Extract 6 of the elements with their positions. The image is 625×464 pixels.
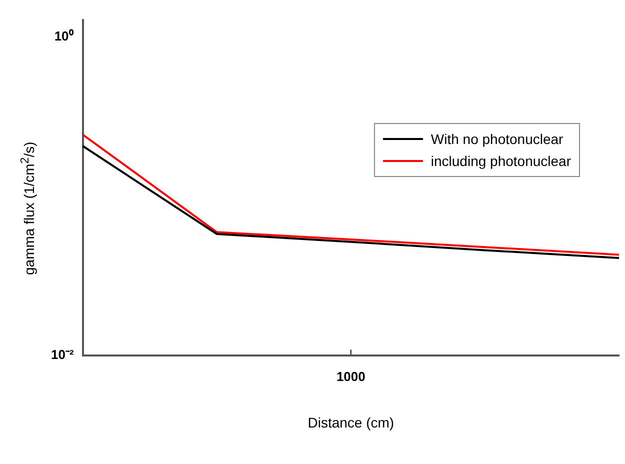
x-axis-title: Distance (cm) <box>308 414 394 430</box>
legend-label: including photonuclear <box>430 152 571 171</box>
y-tick-label: 10⁰ <box>54 28 74 44</box>
legend-label: With no photonuclear <box>430 130 564 149</box>
y-tick-label: 10⁻² <box>50 347 74 362</box>
x-tick-label: 1000 <box>336 368 366 384</box>
